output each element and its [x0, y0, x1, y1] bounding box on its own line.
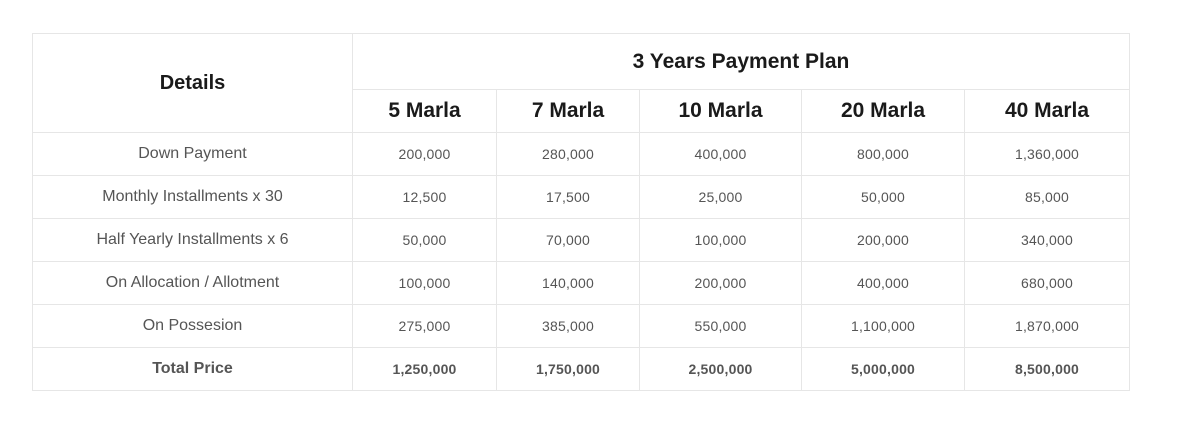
table-cell: 50,000: [352, 218, 497, 262]
payment-plan-table: Details 3 Years Payment Plan 5 Marla 7 M…: [32, 33, 1131, 391]
table-cell: 550,000: [639, 304, 802, 348]
table-cell: 1,870,000: [963, 304, 1131, 348]
size-header-20-marla: 20 Marla: [801, 89, 965, 133]
table-cell: 25,000: [639, 175, 802, 219]
table-cell: 1,100,000: [801, 304, 965, 348]
table-cell: 1,250,000: [352, 347, 497, 391]
row-label: On Allocation / Allotment: [32, 261, 353, 305]
table-cell: 200,000: [352, 132, 497, 176]
size-header-10-marla: 10 Marla: [639, 89, 802, 133]
table-cell: 800,000: [801, 132, 965, 176]
row-label: Monthly Installments x 30: [32, 175, 353, 219]
table-cell: 100,000: [639, 218, 802, 262]
table-row-on-allocation: On Allocation / Allotment 100,000 140,00…: [32, 261, 1131, 305]
size-header-40-marla: 40 Marla: [963, 89, 1131, 133]
table-cell: 100,000: [352, 261, 497, 305]
table-cell: 400,000: [801, 261, 965, 305]
table-cell: 340,000: [963, 218, 1131, 262]
table-cell: 85,000: [963, 175, 1131, 219]
size-header-5-marla: 5 Marla: [352, 89, 497, 133]
table-cell: 275,000: [352, 304, 497, 348]
table-row-on-possession: On Possesion 275,000 385,000 550,000 1,1…: [32, 304, 1131, 348]
plan-header: 3 Years Payment Plan: [351, 33, 1131, 90]
table-cell: 200,000: [801, 218, 965, 262]
details-header: Details: [32, 33, 353, 133]
table-cell: 400,000: [639, 132, 802, 176]
table-cell: 12,500: [352, 175, 497, 219]
table-cell: 8,500,000: [963, 347, 1131, 391]
table-cell: 385,000: [496, 304, 640, 348]
table-cell: 5,000,000: [801, 347, 965, 391]
table-row-half-yearly-installments: Half Yearly Installments x 6 50,000 70,0…: [32, 218, 1131, 262]
row-label: Down Payment: [32, 132, 353, 176]
table-row-monthly-installments: Monthly Installments x 30 12,500 17,500 …: [32, 175, 1131, 219]
table-cell: 140,000: [496, 261, 640, 305]
payment-plan-container: Details 3 Years Payment Plan 5 Marla 7 M…: [32, 33, 1131, 391]
table-cell: 1,360,000: [963, 132, 1131, 176]
table-cell: 2,500,000: [639, 347, 802, 391]
size-header-7-marla: 7 Marla: [496, 89, 640, 133]
table-cell: 680,000: [963, 261, 1131, 305]
table-cell: 50,000: [801, 175, 965, 219]
table-cell: 200,000: [639, 261, 802, 305]
table-row-down-payment: Down Payment 200,000 280,000 400,000 800…: [32, 132, 1131, 176]
table-cell: 17,500: [496, 175, 640, 219]
header-row-plan: Details 3 Years Payment Plan: [32, 33, 1131, 133]
table-cell: 1,750,000: [496, 347, 640, 391]
table-cell: 280,000: [496, 132, 640, 176]
table-row-total-price: Total Price 1,250,000 1,750,000 2,500,00…: [32, 347, 1131, 391]
table-cell: 70,000: [496, 218, 640, 262]
header-row-sizes: 5 Marla 7 Marla 10 Marla 20 Marla 40 Mar…: [33, 89, 1131, 133]
row-label: On Possesion: [32, 304, 353, 348]
row-label: Half Yearly Installments x 6: [32, 218, 353, 262]
row-label: Total Price: [32, 347, 353, 391]
